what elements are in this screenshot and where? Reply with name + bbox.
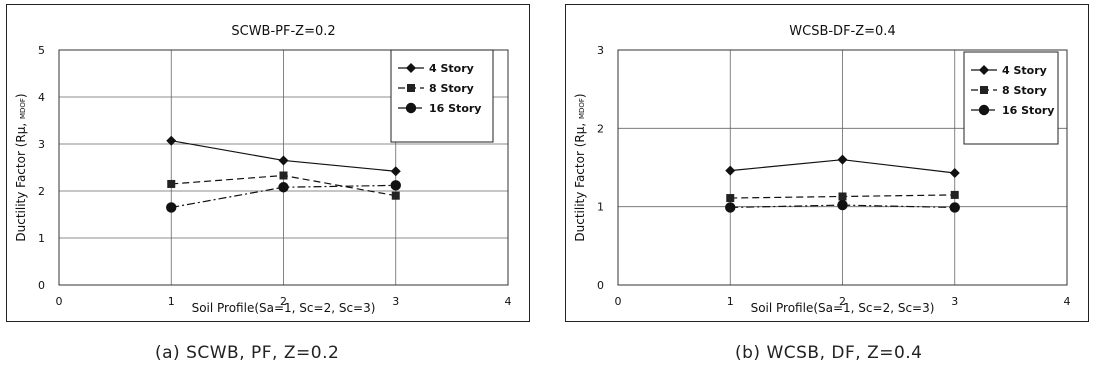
x-tick-label: 2 [839,295,846,308]
y-tick-label: 5 [38,44,45,57]
series-wcsb-0 [725,154,960,178]
y-tick-label: 3 [597,44,604,57]
chart-caption-b: (b) WCSB, DF, Z=0.4 [735,343,923,363]
y-tick-label: 4 [38,91,45,104]
chart-panel-scwb: SCWB-PF-Z=0.2 0 1 2 3 4 5 0 1 2 3 4 Soil Profile(Sa=… [6,4,530,322]
plot-area-border [58,49,509,286]
series-scwb-1 [167,171,400,200]
y-tick-label: 3 [38,138,45,151]
y-tick-label: 2 [38,185,45,198]
data-point-marker [949,167,960,178]
data-point-marker [726,194,735,203]
legend-label: 4 Story [429,62,474,75]
chart-title: SCWB-PF-Z=0.2 [231,24,335,39]
x-tick-label: 0 [56,295,63,308]
y-axis-label: Ductility Factor (Rμ, MDOF) [14,93,28,241]
x-axis-label: Soil Profile(Sa=1, Sc=2, Sc=3) [192,301,376,315]
data-point-marker [166,202,177,213]
legend-marker [978,104,990,116]
data-point-marker [837,199,848,211]
y-tick-label: 1 [38,232,45,245]
y-tick-label: 0 [38,279,45,292]
legend-label: 16 Story [429,102,481,115]
legend-marker [980,86,988,94]
x-tick-label: 3 [951,295,958,308]
data-point-marker [725,202,736,213]
data-point-marker [949,202,960,213]
x-tick-label: 4 [1064,295,1071,308]
data-point-marker [390,180,401,191]
legend-marker [406,63,416,73]
x-tick-label: 1 [168,295,175,308]
y-axis-label: Ductility Factor (Rμ, MDOF) [573,93,587,241]
chart-caption-a: (a) SCWB, PF, Z=0.2 [155,343,340,363]
x-tick-label: 0 [615,295,622,308]
data-point-marker [390,166,401,177]
x-tick-label: 3 [392,295,399,308]
x-tick-label: 1 [727,295,734,308]
legend-label: 8 Story [1002,84,1047,97]
chart-panel-wcsb: WCSB-DF-Z=0.4 0 1 2 3 0 1 2 3 4 Soil Profile(Sa=1,… [565,4,1089,322]
x-tick-label: 2 [280,295,287,308]
x-tick-label: 4 [505,295,512,308]
legend-marker [405,102,417,114]
data-point-marker [391,191,400,200]
data-point-marker [278,182,289,193]
data-point-marker [725,165,736,176]
chart-svg-wcsb: WCSB-DF-Z=0.4 0 1 2 3 0 1 2 3 4 Soil Profile(Sa=1,… [565,4,1089,322]
legend-label: 16 Story [1002,104,1054,117]
legend-label: 4 Story [1002,64,1047,77]
y-tick-label: 1 [597,201,604,214]
plot-area-border [617,49,1068,286]
x-axis-label: Soil Profile(Sa=1, Sc=2, Sc=3) [751,301,935,315]
legend-box [390,49,494,143]
data-point-marker [950,190,959,199]
data-point-marker [166,135,177,146]
data-point-marker [278,155,289,166]
y-tick-label: 0 [597,279,604,292]
data-point-marker [837,154,848,165]
data-point-marker [279,171,288,180]
legend-marker [407,84,415,92]
series-wcsb-1 [726,190,959,203]
series-scwb-2 [166,180,401,213]
legend-marker [979,65,989,75]
data-point-marker [838,192,847,201]
data-point-marker [167,179,176,188]
chart-svg-scwb: SCWB-PF-Z=0.2 0 1 2 3 4 5 0 1 2 3 4 Soil Profile(Sa=… [6,4,530,322]
y-tick-label: 2 [597,122,604,135]
series-scwb-0 [166,135,401,177]
chart-title: WCSB-DF-Z=0.4 [789,24,895,39]
series-wcsb-2 [725,199,960,213]
legend-label: 8 Story [429,82,474,95]
legend-box [963,51,1059,145]
